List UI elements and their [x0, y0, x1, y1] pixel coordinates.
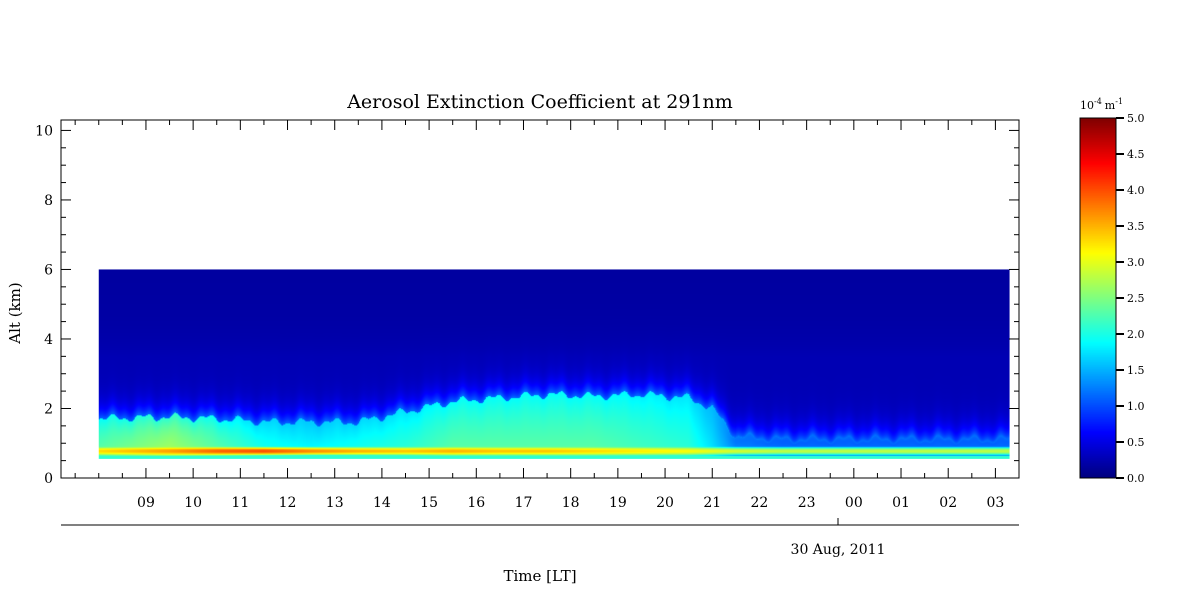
x-tick-label: 01 — [892, 495, 910, 511]
chart-title: Aerosol Extinction Coefficient at 291nm — [346, 91, 733, 113]
colorbar-ticks: 0.0 0.5 1.0 1.5 2.0 2.5 3.0 3.5 4.0 4.5 5.0 — [1116, 112, 1145, 485]
y-axis: 0 2 4 6 8 10 — [35, 123, 1019, 487]
x-tick-label: 20 — [656, 495, 674, 511]
y-tick-label: 8 — [44, 193, 53, 209]
x-tick-label: 10 — [184, 495, 202, 511]
plot-area — [60, 119, 1020, 479]
x-axis: 09 10 11 12 13 14 15 16 17 18 19 20 21 22 23 00 01 02 03 — [74, 120, 1004, 511]
colorbar: 0.0 0.5 1.0 1.5 2.0 2.5 3.0 3.5 4.0 4.5 5.0 10-4 m-… — [1079, 97, 1145, 485]
x-tick-label: 23 — [798, 495, 816, 511]
x-tick-label: 09 — [137, 495, 155, 511]
colorbar-tick-label: 3.0 — [1127, 256, 1145, 269]
x-tick-label: 03 — [986, 495, 1004, 511]
x-tick-label: 18 — [562, 495, 580, 511]
y-tick-label: 4 — [44, 332, 53, 348]
date-label: 30 Aug, 2011 — [791, 542, 886, 558]
colorbar-unit-base: 10 — [1080, 99, 1094, 112]
colorbar-tick-label: 2.0 — [1127, 328, 1145, 341]
x-tick-label: 12 — [279, 495, 297, 511]
x-axis-title: Time [LT] — [503, 567, 576, 585]
x-tick-label: 19 — [609, 495, 627, 511]
x-tick-label: 21 — [703, 495, 721, 511]
colorbar-tick-label: 1.0 — [1127, 400, 1145, 413]
x-tick-label: 02 — [939, 495, 957, 511]
colorbar-unit-m-exp: -1 — [1115, 97, 1123, 106]
colorbar-tick-label: 4.0 — [1127, 184, 1145, 197]
colorbar-unit-m: m — [1105, 99, 1116, 112]
colorbar-tick-label: 3.5 — [1127, 220, 1145, 233]
x-tick-label: 14 — [373, 495, 391, 511]
y-tick-label: 6 — [44, 262, 53, 278]
y-tick-label: 2 — [44, 401, 53, 417]
y-tick-label: 0 — [44, 471, 53, 487]
x-tick-label: 17 — [515, 495, 533, 511]
heatmap-image — [98, 269, 1010, 459]
colorbar-tick-label: 1.5 — [1127, 364, 1145, 377]
colorbar-unit: 10-4 m-1 — [1080, 97, 1123, 112]
colorbar-tick-label: 0.5 — [1127, 436, 1145, 449]
x-tick-label: 16 — [467, 495, 485, 511]
colorbar-tick-label: 4.5 — [1127, 148, 1145, 161]
plot-frame — [60, 119, 1020, 479]
x-tick-label: 00 — [845, 495, 863, 511]
y-axis-title: Alt (km) — [6, 282, 24, 344]
x-tick-label: 11 — [231, 495, 249, 511]
colorbar-unit-exp: -4 — [1094, 97, 1102, 106]
colorbar-tick-label: 5.0 — [1127, 112, 1145, 125]
colorbar-tick-label: 2.5 — [1127, 292, 1145, 305]
y-tick-label: 10 — [35, 123, 53, 139]
x-tick-label: 22 — [751, 495, 769, 511]
colorbar-gradient — [1080, 118, 1116, 478]
colorbar-tick-label: 0.0 — [1127, 472, 1145, 485]
x-tick-label: 13 — [326, 495, 344, 511]
x-tick-label: 15 — [420, 495, 438, 511]
